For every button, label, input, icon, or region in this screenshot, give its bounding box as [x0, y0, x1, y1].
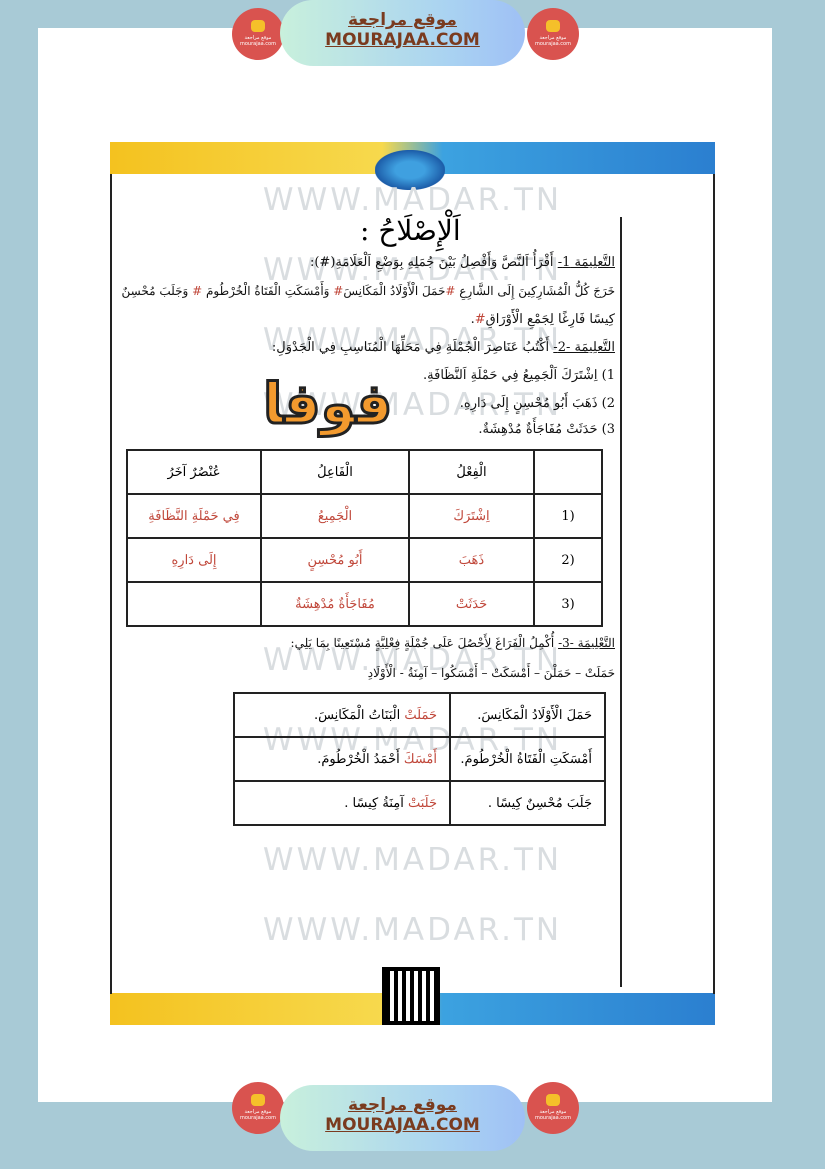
- instruction-2-label: التَّعلِيمَة -2-: [553, 340, 615, 355]
- site-badge-left: موقع مراجعة mourajaa.com: [232, 8, 284, 60]
- instruction-1: التَّعلِيمَة 1- أَقْرَأُ اَلنَّصَّ وَأَف…: [310, 255, 615, 270]
- watermark: WWW.MADAR.TN: [262, 642, 563, 678]
- watermark: WWW.MADAR.TN: [262, 387, 563, 423]
- fofa-logo: فوفا: [261, 371, 393, 439]
- instruction-2-text: أَكْتُبُ عَنَاصِرَ الْجُمْلَةِ فِي مَحَل…: [271, 340, 550, 355]
- elements-table: الْفِعْلُ الْفَاعِلُ عُنْصُرٌ آخَرُ (1 اِ…: [126, 449, 603, 627]
- site-badge-right: موقع مراجعة mourajaa.com: [527, 8, 579, 60]
- table-header: الْفِعْلُ الْفَاعِلُ عُنْصُرٌ آخَرُ: [126, 449, 603, 495]
- table-row: حَمَلَ الْأَوْلَادُ الْمَكَانِسَ. حَمَلَت…: [233, 692, 606, 738]
- instruction-1-text: أَقْرَأُ اَلنَّصَّ وَأَفْصِلُ بَيْنَ جُم…: [309, 255, 554, 270]
- instruction-3: التَّعْلِيمَة -3- أُكْمِلُ الْفَرَاغَ لِ…: [291, 636, 615, 650]
- badge-text: موقع مراجعة mourajaa.com: [239, 35, 276, 47]
- badge-text: موقع مراجعة mourajaa.com: [534, 1109, 571, 1121]
- completion-table: حَمَلَ الْأَوْلَادُ الْمَكَانِسَ. حَمَلَت…: [233, 692, 606, 826]
- site-banner-bottom[interactable]: موقع مراجعة MOURAJAA.COM: [280, 1085, 525, 1151]
- watermark: WWW.MADAR.TN: [262, 912, 563, 948]
- badge-text: موقع مراجعة mourajaa.com: [239, 1109, 276, 1121]
- sentence-2: 2) ذَهَبَ أَبُو مُحْسِنٍ إِلَى دَارِهِ.: [459, 396, 615, 411]
- instruction-3-label: التَّعْلِيمَة -3-: [558, 636, 615, 650]
- badge-text: موقع مراجعة mourajaa.com: [534, 35, 571, 47]
- watermark: WWW.MADAR.TN: [262, 322, 563, 358]
- table-row: (3 حَدَثَتْ مُفَاجَأَةٌ مُدْهِشَةٌ: [126, 581, 603, 627]
- word-bank: حَمَلَتْ – حَمَلْنَ – أَمْسَكَتْ – أَمْس…: [367, 666, 615, 680]
- frame: [110, 174, 715, 994]
- sentence-3: 3) حَدَثَتْ مُفَاجَأَةٌ مُدْهِشَةٌ.: [478, 422, 615, 437]
- table-row: أَمْسَكَتِ الْفَتَاةُ الْخُرْطُومَ. أَمْس…: [233, 736, 606, 782]
- margin-line: [620, 217, 622, 987]
- banner-latin[interactable]: MOURAJAA.COM: [325, 30, 480, 50]
- watermark: WWW.MADAR.TN: [262, 842, 563, 878]
- table-row: (2 ذَهَبَ أَبُو مُحْسِنٍ إِلَى دَارِهِ: [126, 537, 603, 583]
- instruction-2: التَّعلِيمَة -2- أَكْتُبُ عَنَاصِرَ الْج…: [272, 340, 615, 355]
- page-title: اَلْإِصْلَاحُ :: [360, 214, 461, 247]
- table-row: جَلَبَ مُحْسِنٌ كِيسًا . جَلَبَتْ آمِنَةُ…: [233, 780, 606, 826]
- banner-arabic: موقع مراجعة: [348, 10, 457, 30]
- banner-latin[interactable]: MOURAJAA.COM: [325, 1115, 480, 1135]
- instruction-1-line1: خَرَجَ كُلُّ الْمُشَارِكِينَ إِلَى الشَّ…: [121, 284, 615, 298]
- site-banner-top[interactable]: موقع مراجعة MOURAJAA.COM: [280, 0, 525, 66]
- header-other: عُنْصُرٌ آخَرُ: [126, 449, 262, 495]
- site-badge-right: موقع مراجعة mourajaa.com: [527, 1082, 579, 1134]
- worksheet: WWW.MADAR.TN WWW.MADAR.TN WWW.MADAR.TN W…: [110, 142, 715, 1025]
- qr-code-icon[interactable]: [382, 967, 440, 1025]
- sentence-1: 1) اِشْتَرَكَ اَلْجَمِيعُ فِي حَمْلَةِ ا…: [423, 368, 615, 383]
- site-badge-left: موقع مراجعة mourajaa.com: [232, 1082, 284, 1134]
- table-row: (1 اِشْتَرَكَ الْجَمِيعُ فِي حَمْلَةِ النَّ…: [126, 493, 603, 539]
- header-subject: الْفَاعِلُ: [260, 449, 410, 495]
- banner-arabic: موقع مراجعة: [348, 1095, 457, 1115]
- watermark: WWW.MADAR.TN: [262, 182, 563, 218]
- instruction-1-label: التَّعلِيمَة 1-: [557, 255, 615, 270]
- instruction-3-text: أُكْمِلُ الْفَرَاغَ لِأَحْصُلَ عَلَى جُم…: [290, 636, 555, 650]
- owl-logo-icon: [375, 150, 445, 190]
- header-verb: الْفِعْلُ: [408, 449, 535, 495]
- watermark: WWW.MADAR.TN: [262, 252, 563, 288]
- instruction-1-line2: كِيسًا فَارِغًا لِجَمْعِ الْأَوْرَاقِ#.: [470, 312, 615, 327]
